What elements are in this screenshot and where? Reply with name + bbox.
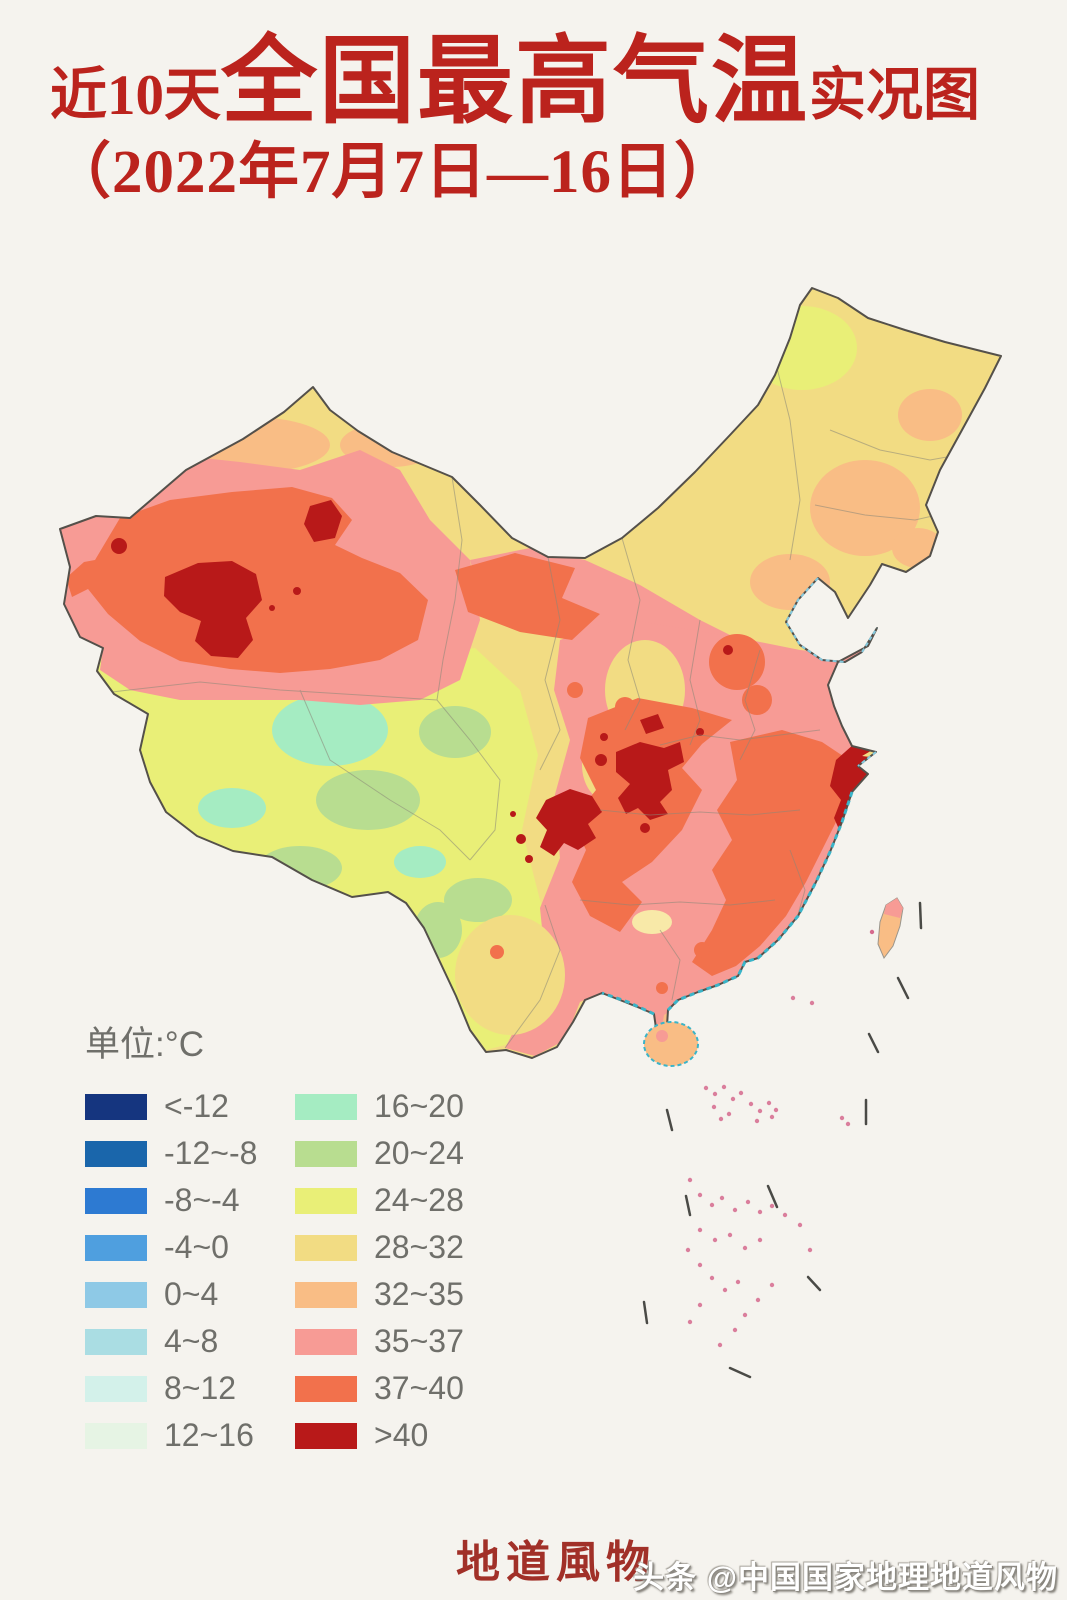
legend-swatch <box>295 1234 357 1261</box>
southeast-coast-accent <box>666 791 854 1012</box>
legend-swatch <box>295 1328 357 1355</box>
title-line1: 近10天 全国最高气温 实况图 <box>50 34 980 130</box>
watermark-text: 头条 @中国国家地理地道风物 <box>633 1560 1058 1595</box>
legend-label: 32~35 <box>374 1276 464 1312</box>
legend-row: 8~12 <box>85 1365 295 1412</box>
hainan-island <box>643 1021 699 1067</box>
legend-row: 37~40 <box>295 1365 464 1412</box>
brand-logo-text: 地道風物 <box>456 1538 656 1587</box>
mainland-outline <box>59 287 1002 1059</box>
legend-row: 20~24 <box>295 1130 464 1177</box>
title-suffix: 实况图 <box>809 64 980 127</box>
legend-row: 35~37 <box>295 1318 464 1365</box>
legend-row: -12~-8 <box>85 1130 295 1177</box>
legend-label: -4~0 <box>164 1229 229 1265</box>
temperature-legend: 单位:°C <-12 -12~-8 -8~-4 -4~0 0~4 4~8 8~12 12~16… <box>85 1016 464 1459</box>
legend-column-cold: <-12 -12~-8 -8~-4 -4~0 0~4 4~8 8~12 12~16 <box>85 1083 295 1459</box>
legend-row: -4~0 <box>85 1224 295 1271</box>
legend-row: 4~8 <box>85 1318 295 1365</box>
legend-swatch <box>85 1375 147 1402</box>
legend-label: 20~24 <box>374 1135 464 1171</box>
temperature-bands <box>60 288 1001 1058</box>
legend-label: <-12 <box>164 1088 229 1124</box>
legend-row: 32~35 <box>295 1271 464 1318</box>
legend-label: 24~28 <box>374 1182 464 1218</box>
bohai-coast-accent <box>784 577 878 767</box>
legend-row: 28~32 <box>295 1224 464 1271</box>
legend-column-warm: 16~20 20~24 24~28 28~32 32~35 35~37 37~40 >40 <box>295 1083 464 1459</box>
legend-swatch <box>295 1093 357 1120</box>
legend-row: >40 <box>295 1412 464 1459</box>
legend-row: <-12 <box>85 1083 295 1130</box>
band-20-24-patches <box>258 706 512 958</box>
legend-swatch <box>85 1093 147 1120</box>
legend-swatch <box>295 1375 357 1402</box>
legend-swatch <box>295 1187 357 1214</box>
legend-swatch <box>295 1281 357 1308</box>
legend-label: -12~-8 <box>164 1135 258 1171</box>
legend-row: 0~4 <box>85 1271 295 1318</box>
legend-label: >40 <box>374 1417 429 1453</box>
legend-row: 12~16 <box>85 1412 295 1459</box>
legend-swatch <box>85 1234 147 1261</box>
legend-unit-label: 单位:°C <box>85 1025 204 1064</box>
legend-row: 16~20 <box>295 1083 464 1130</box>
nine-dash-line <box>642 901 923 1379</box>
legend-swatch <box>295 1422 357 1449</box>
legend-swatch <box>295 1140 357 1167</box>
legend-label: 37~40 <box>374 1370 464 1406</box>
title-date-range: （2022年7月7日—16日） <box>50 139 737 206</box>
legend-label: -8~-4 <box>164 1182 240 1218</box>
title-block: 近10天 全国最高气温 实况图 （2022年7月7日—16日） <box>50 34 980 206</box>
legend-label: 12~16 <box>164 1417 254 1453</box>
legend-row: -8~-4 <box>85 1177 295 1224</box>
legend-columns: <-12 -12~-8 -8~-4 -4~0 0~4 4~8 8~12 12~16 16~20… <box>85 1083 464 1459</box>
legend-label: 16~20 <box>374 1088 464 1124</box>
taiwan-island <box>869 897 904 959</box>
legend-label: 28~32 <box>374 1229 464 1265</box>
sea-island-specks <box>685 995 851 1348</box>
legend-swatch <box>85 1328 147 1355</box>
legend-label: 4~8 <box>164 1323 219 1359</box>
legend-label: 0~4 <box>164 1276 219 1312</box>
title-main: 全国最高气温 <box>221 28 809 135</box>
legend-swatch <box>85 1187 147 1214</box>
province-borders <box>111 339 976 1049</box>
title-prefix: 近10天 <box>50 64 221 127</box>
legend-label: 8~12 <box>164 1370 237 1406</box>
guangxi-coast-accent <box>601 991 655 1016</box>
legend-swatch <box>85 1422 147 1449</box>
legend-row: 24~28 <box>295 1177 464 1224</box>
legend-swatch <box>85 1140 147 1167</box>
legend-swatch <box>85 1281 147 1308</box>
band-16-20-patches <box>198 493 947 878</box>
band-24-28-northeast <box>747 306 857 390</box>
legend-label: 35~37 <box>374 1323 464 1359</box>
